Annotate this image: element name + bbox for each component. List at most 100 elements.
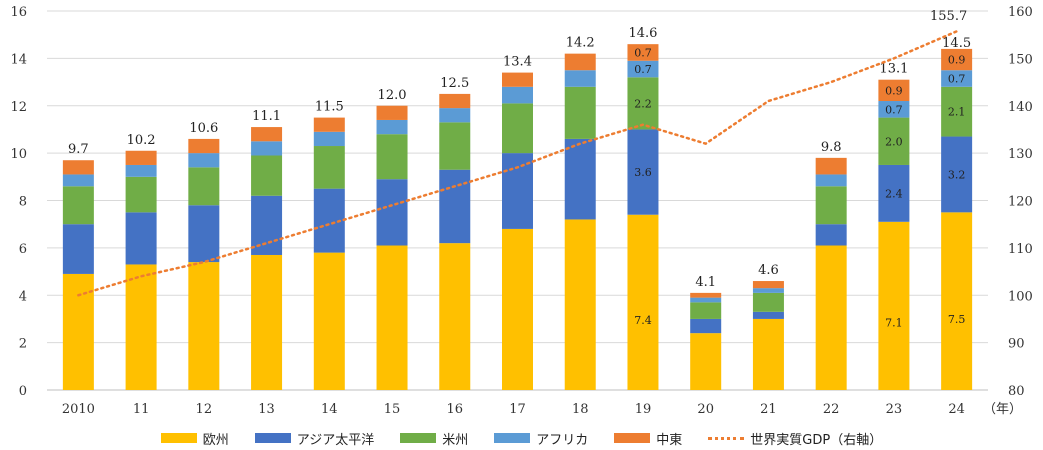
- bar-segment-1-16: [439, 169, 471, 244]
- bar-segment-2-19: [627, 77, 659, 130]
- bar-segment-4-24: [941, 48, 973, 71]
- segment-data-label: 2.4: [885, 187, 903, 200]
- bar-segment-2-15: [376, 134, 408, 180]
- y-left-tick-label: 6: [19, 242, 27, 257]
- segment-data-label: 2.2: [634, 97, 652, 110]
- bar-segment-3-2010: [62, 174, 94, 187]
- bar-segment-3-18: [564, 70, 596, 87]
- bar-segment-0-18: [564, 219, 596, 390]
- legend-item-middle-east: 中東: [614, 429, 682, 448]
- bar-segment-3-22: [815, 174, 847, 187]
- bar-segment-2-24: [941, 86, 973, 137]
- bar-segment-2-23: [878, 117, 910, 165]
- x-tick-label: 2010: [62, 402, 95, 417]
- bar-segment-4-14: [313, 117, 345, 132]
- legend-label-middle-east: 中東: [656, 432, 683, 448]
- legend-swatch-africa: [494, 433, 531, 443]
- legend-item-americas: 米州: [400, 429, 468, 448]
- segment-data-label: 0.7: [634, 46, 652, 59]
- y-left-tick-label: 8: [19, 195, 27, 210]
- segment-data-label: 2.1: [948, 106, 966, 119]
- bar-segment-0-16: [439, 243, 471, 390]
- y-left-tick-label: 12: [10, 100, 27, 115]
- legend-item-africa: アフリカ: [494, 429, 588, 448]
- y-right-tick-label: 110: [1008, 242, 1033, 257]
- bar-segment-1-17: [502, 153, 533, 229]
- bar-segment-4-22: [815, 157, 847, 175]
- bar-segment-2-21: [752, 292, 784, 312]
- bar-segment-2-17: [502, 103, 533, 154]
- y-left-tick-label: 14: [10, 52, 27, 67]
- bar-segment-2-16: [439, 122, 471, 170]
- segment-data-label: 2.0: [885, 135, 903, 148]
- bar-segment-3-14: [313, 131, 345, 147]
- bar-total-label: 4.1: [695, 275, 716, 290]
- bar-segment-1-21: [752, 311, 784, 319]
- segment-data-label: 0.9: [948, 54, 966, 67]
- legend-item-asia-pacific: アジア太平洋: [254, 429, 375, 448]
- segment-data-label: 7.1: [885, 317, 903, 330]
- bar-segment-2-11: [125, 176, 157, 213]
- bar-segment-3-24: [941, 70, 973, 87]
- bar-segment-1-2010: [62, 224, 94, 274]
- segment-data-label: 7.5: [948, 313, 966, 326]
- bar-total-label: 10.2: [127, 133, 156, 148]
- y-right-tick-label: 130: [1008, 147, 1033, 162]
- x-tick-label: 11: [133, 402, 150, 417]
- y-right-tick-label: 90: [1008, 337, 1025, 352]
- bar-segment-1-20: [690, 318, 722, 334]
- bar-total-label: 10.6: [189, 121, 218, 136]
- legend-swatch-americas: [400, 433, 437, 443]
- bar-total-label: 12.0: [378, 88, 407, 103]
- bar-segment-0-22: [815, 245, 847, 390]
- bar-segment-4-16: [439, 93, 471, 109]
- bar-segment-4-23: [878, 79, 910, 102]
- legend-label-africa: アフリカ: [536, 432, 589, 448]
- bar-segment-0-13: [251, 254, 283, 390]
- bar-segment-3-12: [188, 153, 220, 168]
- bar-segment-4-11: [125, 150, 157, 165]
- bar-segment-0-2010: [62, 273, 94, 390]
- bar-segment-2-18: [564, 86, 596, 139]
- bar-segment-2-22: [815, 186, 847, 225]
- y-left-tick-label: 16: [10, 5, 27, 20]
- legend-label-americas: 米州: [442, 432, 469, 448]
- bar-segment-2-13: [251, 155, 283, 196]
- y-right-tick-label: 140: [1008, 100, 1033, 115]
- y-right-tick-label: 150: [1008, 52, 1033, 67]
- bar-segment-4-2010: [62, 160, 94, 175]
- segment-data-label: 0.7: [948, 73, 966, 86]
- bar-segment-2-12: [188, 167, 220, 206]
- x-tick-label: 14: [321, 402, 338, 417]
- bar-segment-0-15: [376, 245, 408, 390]
- segment-data-label: 0.7: [634, 63, 652, 76]
- bar-segment-3-16: [439, 108, 471, 123]
- x-tick-label: 18: [572, 402, 589, 417]
- bar-segment-0-24: [941, 212, 973, 390]
- bar-segment-4-12: [188, 138, 220, 154]
- segment-data-label: 0.7: [885, 103, 903, 116]
- bar-segment-4-17: [502, 72, 533, 87]
- x-tick-label: 15: [384, 402, 401, 417]
- bar-total-label: 13.1: [879, 62, 908, 77]
- x-tick-label: 17: [509, 402, 526, 417]
- bar-segment-3-11: [125, 164, 157, 177]
- bar-segment-4-20: [690, 292, 722, 298]
- x-tick-label: 23: [886, 402, 903, 417]
- bar-segment-3-19: [627, 60, 659, 78]
- legend-swatch-world-gdp: [708, 436, 745, 440]
- bar-segment-0-14: [313, 252, 345, 390]
- bar-segment-3-23: [878, 101, 910, 118]
- bar-segment-4-13: [251, 127, 283, 142]
- y-right-tick-label: 160: [1008, 5, 1033, 20]
- bar-segment-0-12: [188, 262, 220, 390]
- bar-segment-0-23: [878, 221, 910, 390]
- segment-data-label: 3.2: [948, 168, 966, 181]
- bar-segment-1-23: [878, 164, 910, 222]
- bar-segment-0-20: [690, 333, 722, 390]
- bar-segment-1-22: [815, 224, 847, 246]
- bar-total-label: 9.7: [68, 142, 89, 157]
- bar-segment-1-24: [941, 136, 973, 213]
- bar-segment-0-19: [627, 214, 659, 390]
- legend-label-asia-pacific: アジア太平洋: [296, 432, 375, 448]
